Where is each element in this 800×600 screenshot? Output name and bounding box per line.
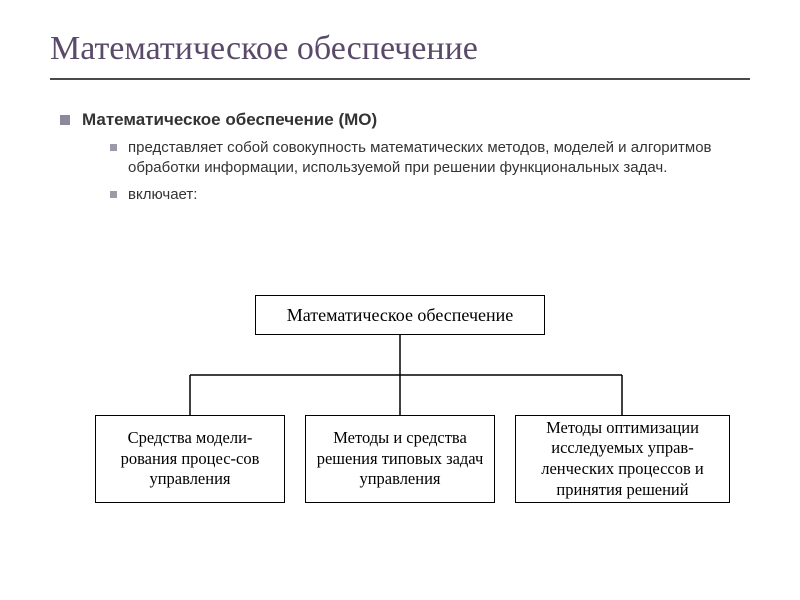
page-title: Математическое обеспечение [50,30,750,68]
diagram-root-node: Математическое обеспечение [255,295,545,335]
slide: Математическое обеспечение Математическо… [0,0,800,600]
diagram-child-node-1: Средства модели-рования процес-сов управ… [95,415,285,503]
diagram-child-node-2: Методы и средства решения типовых задач … [305,415,495,503]
content-area: Математическое обеспечение (МО) представ… [50,110,750,205]
bullet-heading-text: Математическое обеспечение (МО) [82,110,377,129]
bullet-heading: Математическое обеспечение (МО) представ… [60,110,750,205]
sub-bullet-1: представляет собой совокупность математи… [110,138,750,179]
org-diagram: Математическое обеспечение Средства моде… [0,295,800,515]
diagram-child-node-3: Методы оптимизации исследуемых управ-лен… [515,415,730,503]
title-underline [50,78,750,80]
sub-bullet-2: включает: [110,185,750,205]
